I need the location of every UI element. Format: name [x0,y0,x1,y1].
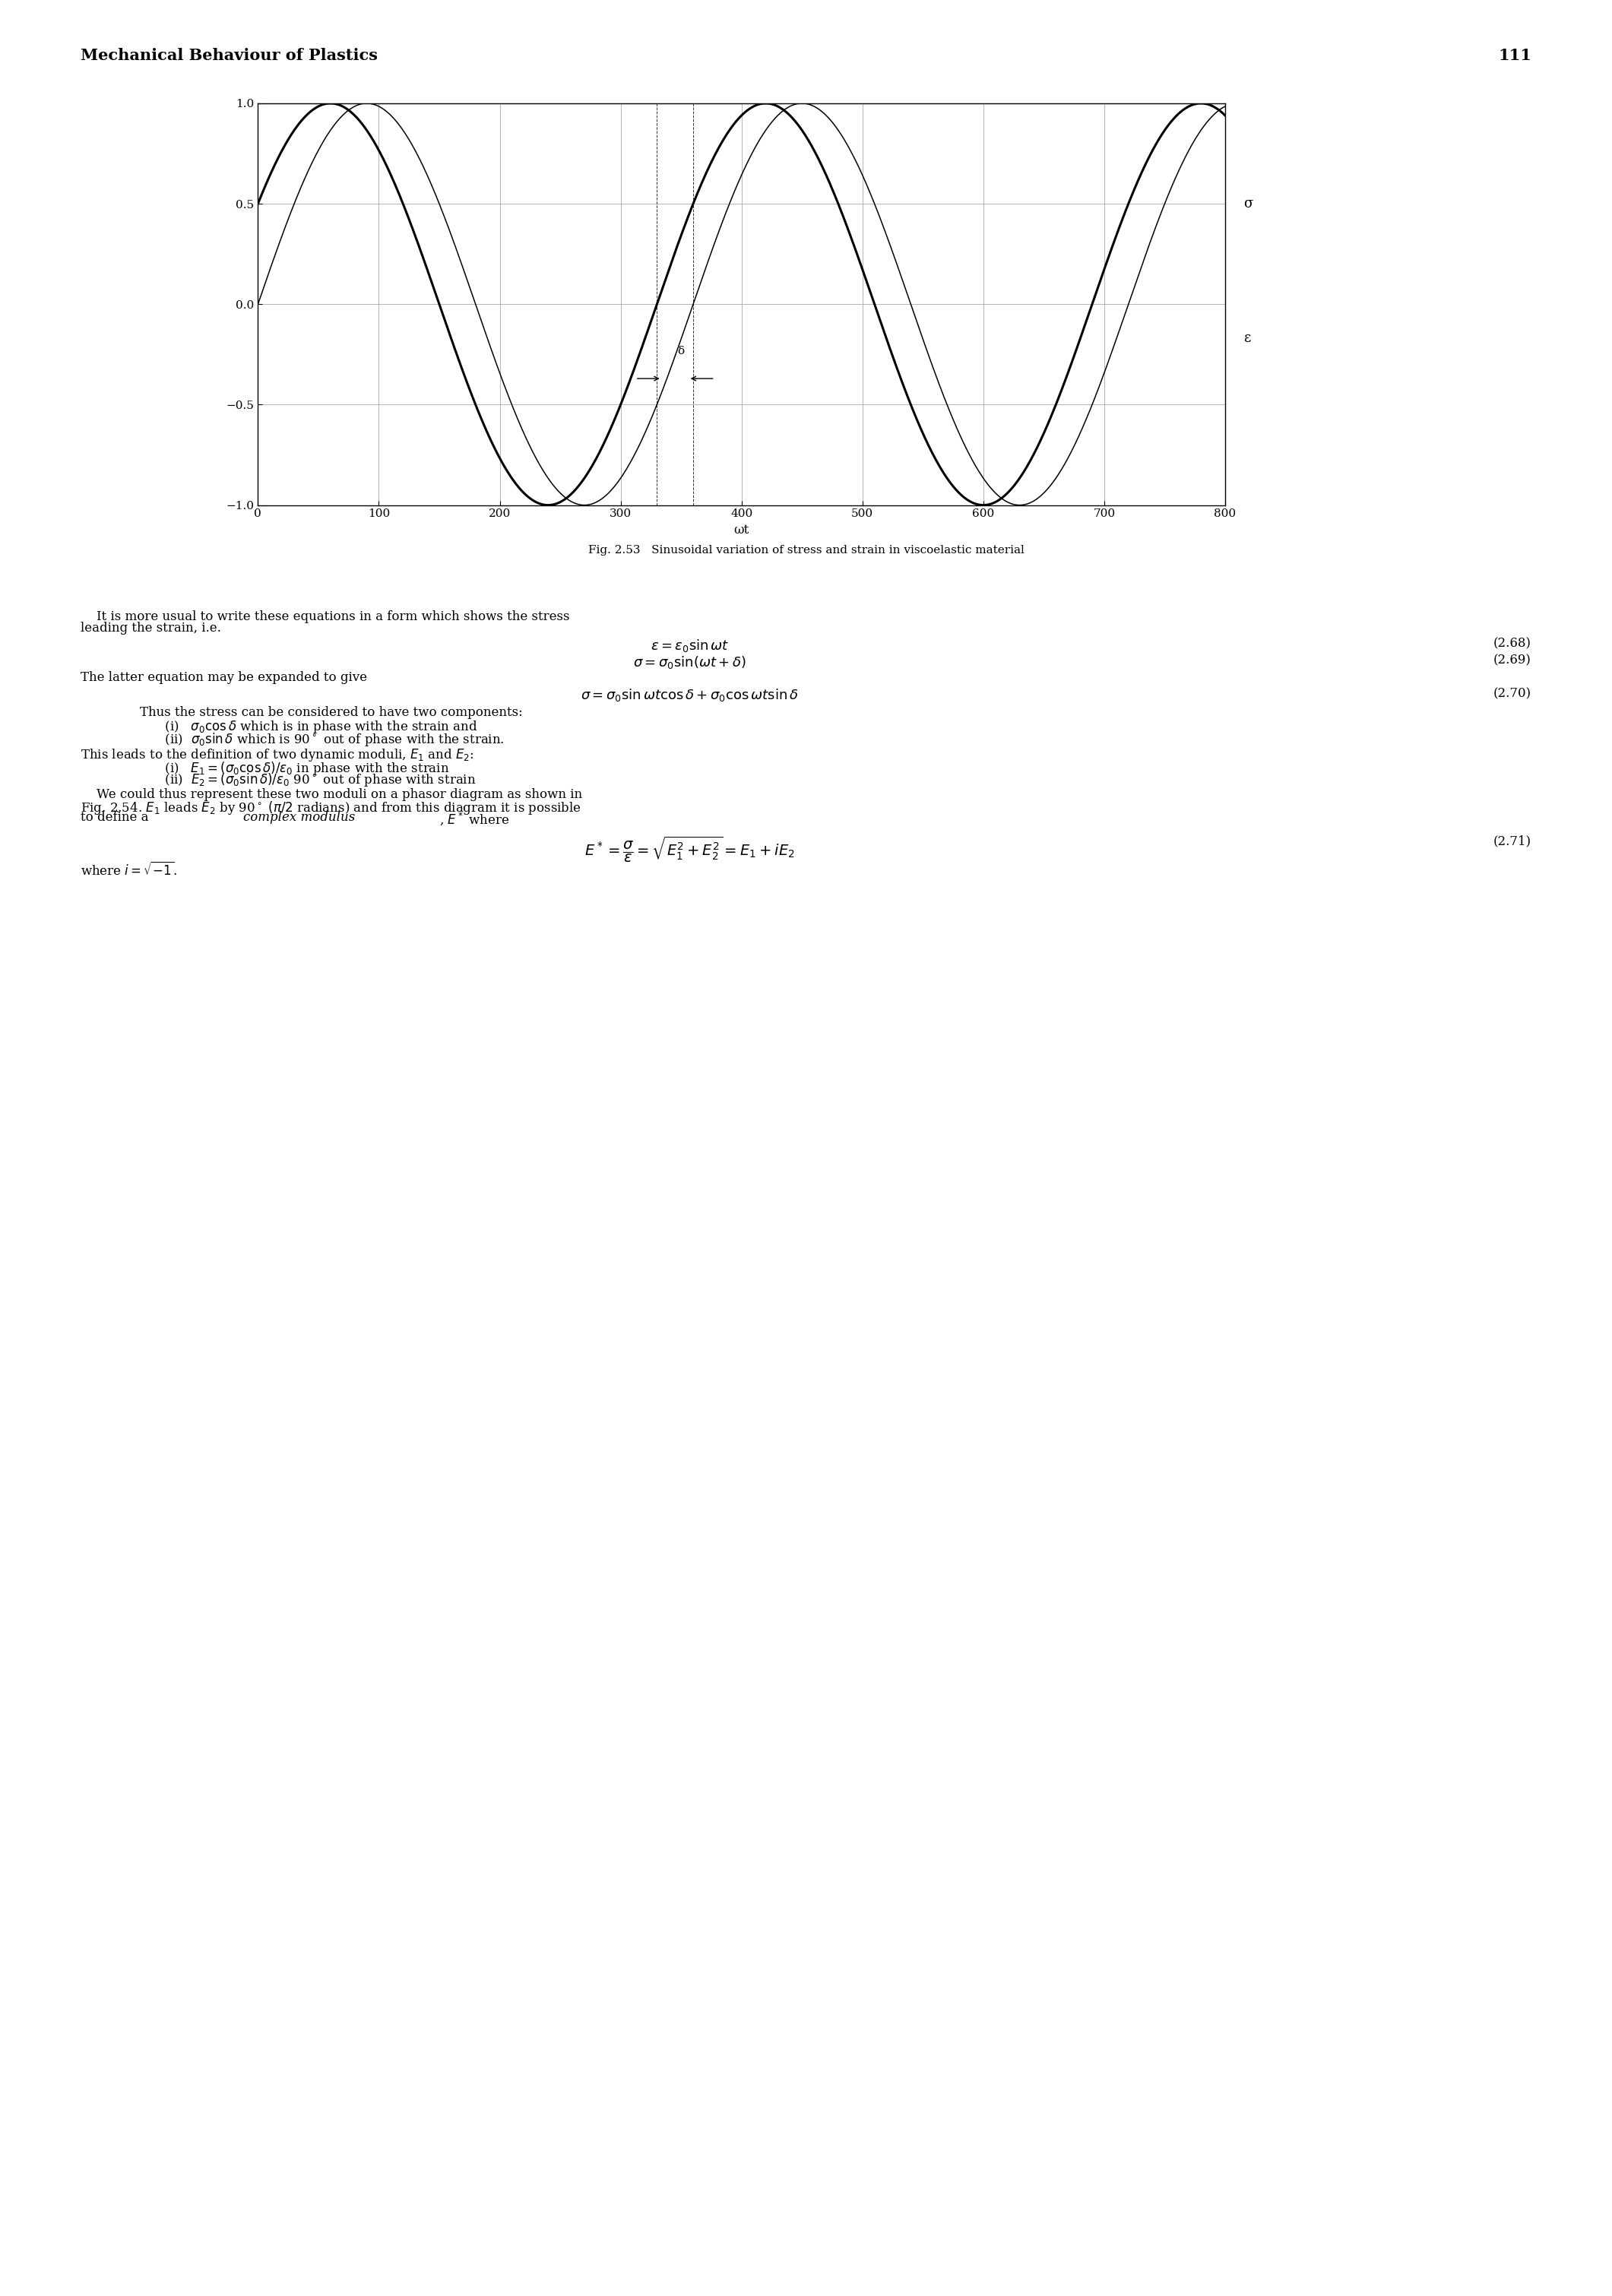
Text: This leads to the definition of two dynamic moduli, $E_1$ and $E_2$:: This leads to the definition of two dyna… [81,746,474,762]
Text: σ: σ [1243,197,1253,211]
Text: (2.69): (2.69) [1493,654,1531,668]
Text: It is more usual to write these equations in a form which shows the stress: It is more usual to write these equation… [81,611,569,622]
Text: where $i = \sqrt{-1}$.: where $i = \sqrt{-1}$. [81,861,177,879]
Text: $\varepsilon = \varepsilon_0 \sin \omega t$: $\varepsilon = \varepsilon_0 \sin \omega… [651,638,729,654]
Text: (2.68): (2.68) [1493,638,1531,650]
Text: (2.70): (2.70) [1493,687,1531,700]
Text: Fig. 2.54. $E_1$ leads $E_2$ by 90$^\circ$ $(\pi/2$ radians) and from this diagr: Fig. 2.54. $E_1$ leads $E_2$ by 90$^\cir… [81,799,582,817]
Text: δ: δ [677,347,685,356]
Text: $\sigma = \sigma_0 \sin(\omega t + \delta)$: $\sigma = \sigma_0 \sin(\omega t + \delt… [634,654,746,670]
Text: ε: ε [1243,331,1251,344]
Text: (2.71): (2.71) [1493,836,1531,847]
Text: Mechanical Behaviour of Plastics: Mechanical Behaviour of Plastics [81,48,377,62]
Text: complex modulus: complex modulus [243,810,355,824]
Text: to define a: to define a [81,810,153,824]
Text: (ii)  $E_2 = (\sigma_0 \sin \delta)/\varepsilon_0$ 90$^\circ$ out of phase with : (ii) $E_2 = (\sigma_0 \sin \delta)/\vare… [153,771,477,788]
Text: $E^* = \dfrac{\sigma}{\varepsilon} = \sqrt{E_1^2 + E_2^2} = E_1 + iE_2$: $E^* = \dfrac{\sigma}{\varepsilon} = \sq… [585,836,795,863]
Text: (ii)  $\sigma_0 \sin \delta$ which is 90$^\circ$ out of phase with the strain.: (ii) $\sigma_0 \sin \delta$ which is 90$… [153,730,505,748]
Text: leading the strain, i.e.: leading the strain, i.e. [81,622,221,634]
Text: (i)   $E_1 = (\sigma_0 \cos \delta)/\varepsilon_0$ in phase with the strain: (i) $E_1 = (\sigma_0 \cos \delta)/\varep… [153,760,450,776]
Text: Fig. 2.53   Sinusoidal variation of stress and strain in viscoelastic material: Fig. 2.53 Sinusoidal variation of stress… [588,544,1024,556]
Text: The latter equation may be expanded to give: The latter equation may be expanded to g… [81,670,368,684]
Text: , $E^*$ where: , $E^*$ where [438,810,509,827]
Text: (i)   $\sigma_0 \cos \delta$ which is in phase with the strain and: (i) $\sigma_0 \cos \delta$ which is in p… [153,719,479,735]
Text: Thus the stress can be considered to have two components:: Thus the stress can be considered to hav… [124,705,522,719]
X-axis label: ωt: ωt [733,523,750,537]
Text: 111: 111 [1498,48,1531,62]
Text: $\sigma = \sigma_0 \sin \omega t \cos \delta + \sigma_0 \cos \omega t \sin \delt: $\sigma = \sigma_0 \sin \omega t \cos \d… [580,687,800,703]
Text: We could thus represent these two moduli on a phasor diagram as shown in: We could thus represent these two moduli… [81,788,582,801]
